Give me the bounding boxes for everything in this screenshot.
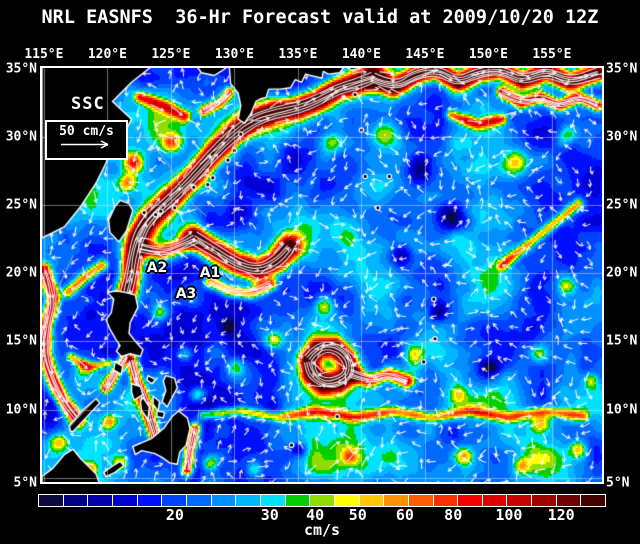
lat-axis-label-right: 25°N <box>606 197 638 213</box>
colorbar-cell <box>556 495 582 506</box>
colorbar-cell <box>112 495 138 506</box>
lon-axis-label: 120°E <box>87 47 127 62</box>
colorbar-cell <box>408 495 434 506</box>
colorbar-cell <box>88 495 113 506</box>
colorbar-cell <box>359 495 385 506</box>
colorbar-cell <box>581 495 606 506</box>
lat-axis-label-right: 15°N <box>606 333 638 349</box>
colorbar-tick: 50 <box>348 506 367 524</box>
colorbar-tick: 120 <box>547 506 575 524</box>
colorbar-tick: 100 <box>495 506 523 524</box>
colorbar-cell <box>507 495 533 506</box>
colorbar-unit: cm/s <box>303 521 341 539</box>
colorbar-cell <box>260 495 286 506</box>
lon-axis-label: 130°E <box>214 47 254 62</box>
colorbar-cell <box>310 495 335 506</box>
lat-axis-label-right: 10°N <box>606 402 638 418</box>
colorbar-cell <box>384 495 409 506</box>
colorbar-tick: 60 <box>395 506 414 524</box>
colorbar-cell <box>39 495 64 506</box>
colorbar-cell <box>482 495 508 506</box>
lat-axis-label-left: 35°N <box>5 61 37 77</box>
lat-axis-label-left: 30°N <box>5 129 37 145</box>
colorbar-cell <box>63 495 89 506</box>
colorbar-cell <box>137 495 163 506</box>
colorbar-ticks: 20 30 40 50 60 80 100 120 <box>0 506 640 524</box>
lon-axis-label: 125°E <box>151 47 191 62</box>
lon-axis-label: 140°E <box>341 47 381 62</box>
annotation-a3: A3 <box>175 286 197 302</box>
colorbar-cell <box>532 495 557 506</box>
scale-box: 50 cm/s <box>45 120 128 160</box>
model-label: SSC <box>71 94 105 114</box>
colorbar-cell <box>211 495 237 506</box>
lat-axis-label-right: 5°N <box>606 475 630 491</box>
scale-label: 50 cm/s <box>59 124 114 139</box>
longitude-axis-top: 115°E 120°E 125°E 130°E 135°E 140°E 145°E 150°E… <box>0 47 640 63</box>
lat-axis-label-left: 10°N <box>5 402 37 418</box>
colorbar-tick: 40 <box>306 506 325 524</box>
lon-axis-label: 145°E <box>405 47 445 62</box>
map-frame: SSC 50 cm/s A1 A2 A3 <box>40 66 604 484</box>
colorbar <box>38 494 606 507</box>
lat-axis-label-left: 5°N <box>13 475 37 491</box>
lat-axis-label-left: 20°N <box>5 265 37 281</box>
colorbar-cell <box>162 495 187 506</box>
lat-axis-label-left: 15°N <box>5 333 37 349</box>
colorbar-cell <box>433 495 459 506</box>
colorbar-cell <box>334 495 360 506</box>
lat-axis-label-right: 20°N <box>606 265 638 281</box>
colorbar-tick: 80 <box>444 506 463 524</box>
colorbar-cell <box>236 495 261 506</box>
lat-axis-label-left: 25°N <box>5 197 37 213</box>
lon-axis-label: 135°E <box>278 47 318 62</box>
colorbar-tick: 20 <box>165 506 184 524</box>
annotation-a2: A2 <box>146 260 168 276</box>
current-speed-map <box>42 68 602 482</box>
scale-arrow-icon <box>60 140 108 149</box>
colorbar-cell <box>458 495 483 506</box>
colorbar-tick: 30 <box>260 506 279 524</box>
page-title: NRL EASNFS 36-Hr Forecast valid at 2009/… <box>41 7 599 28</box>
lon-axis-label: 155°E <box>532 47 572 62</box>
annotation-a1: A1 <box>199 265 221 281</box>
lat-axis-label-right: 30°N <box>606 129 638 145</box>
colorbar-cell <box>186 495 212 506</box>
colorbar-cell <box>285 495 311 506</box>
lat-axis-label-right: 35°N <box>606 61 638 77</box>
lon-axis-label: 150°E <box>468 47 508 62</box>
lon-axis-label: 115°E <box>24 47 64 62</box>
